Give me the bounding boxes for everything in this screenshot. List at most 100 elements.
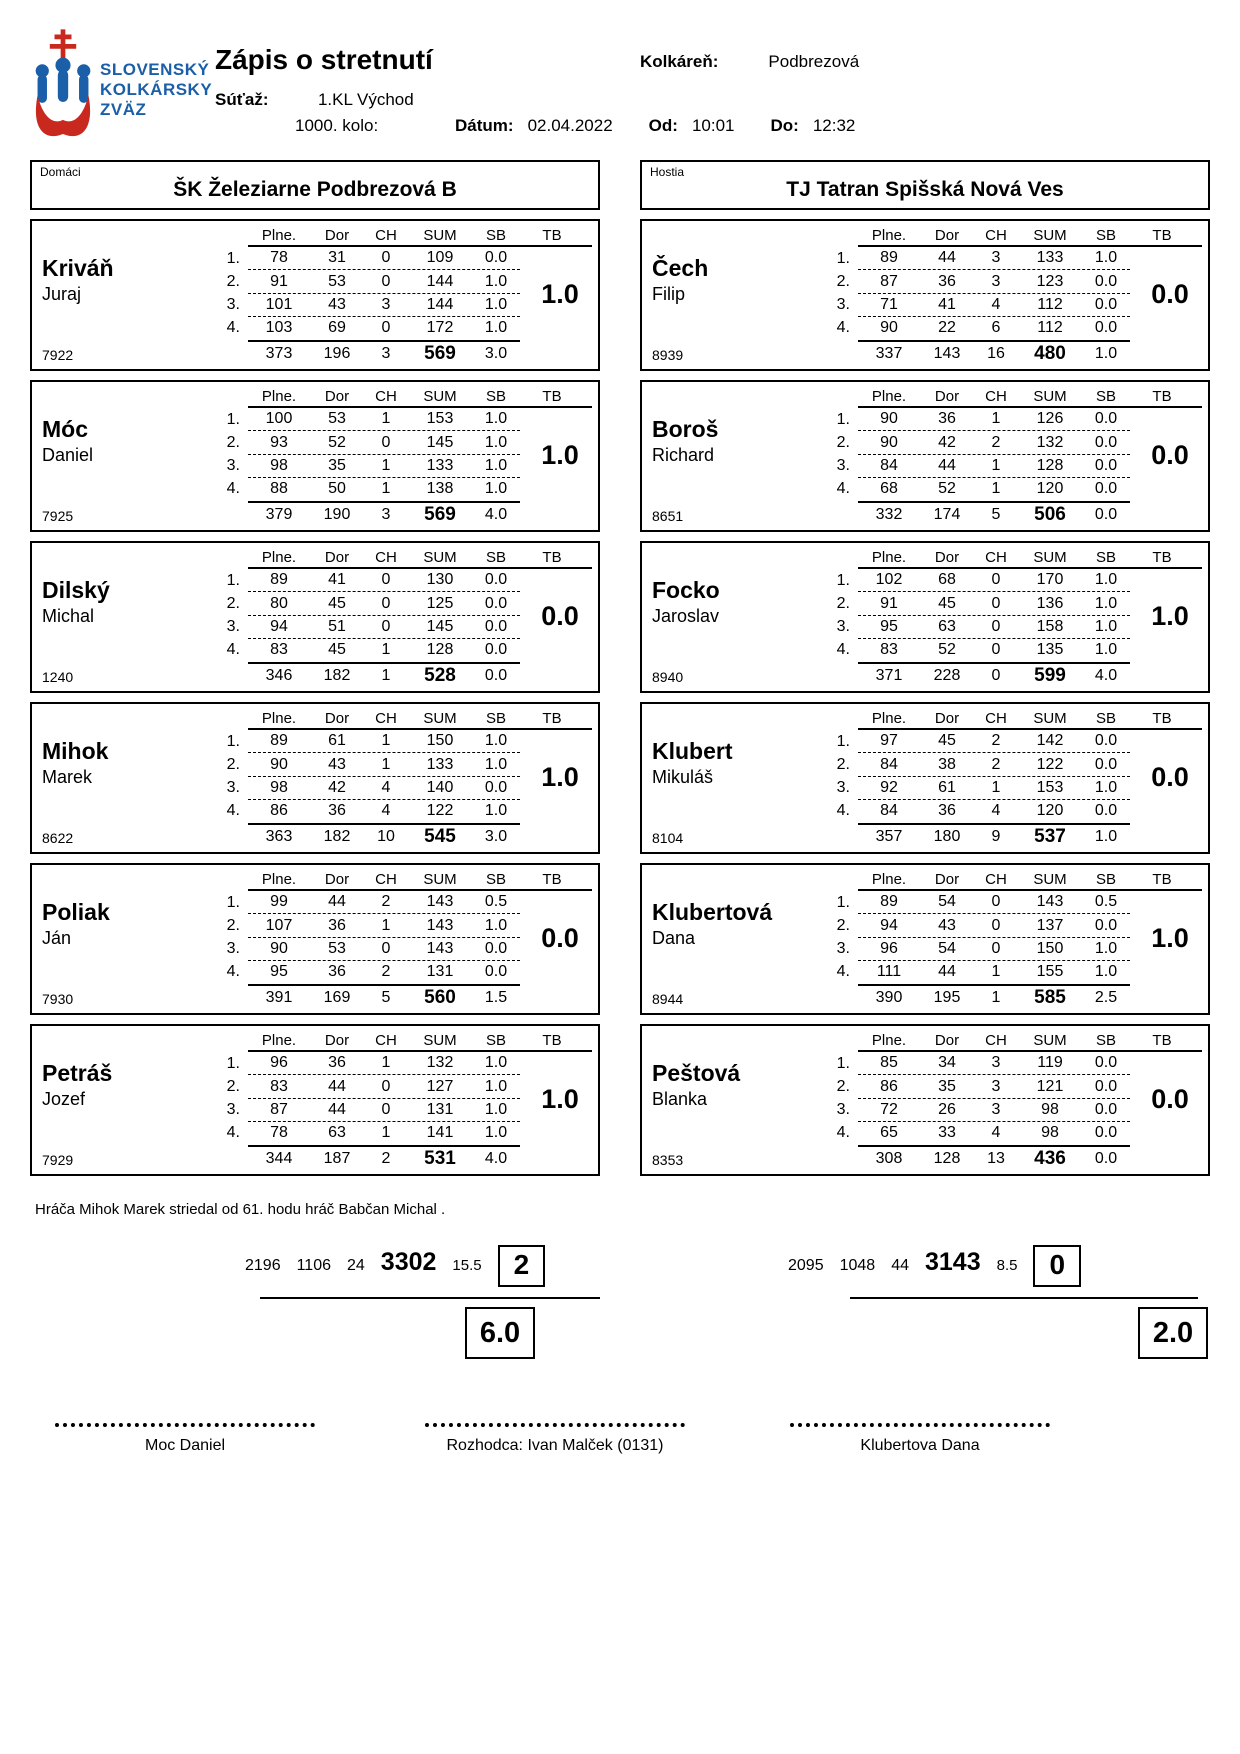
cell-ch: 3 (991, 249, 1001, 267)
score-header-row: Plne. Dor CH SUM SB TB (210, 387, 592, 409)
col-header-ch: CH (985, 871, 1007, 889)
player-firstname: Dana (652, 928, 696, 948)
total-dor: 190 (323, 505, 351, 523)
score-row-4: 4. 86 36 4 122 1.0 (210, 800, 592, 823)
player-reg-number: 7929 (42, 1152, 74, 1168)
cell-ch: 0 (381, 617, 391, 635)
cell-plne: 84 (880, 802, 898, 820)
cell-sum: 150 (1036, 939, 1064, 957)
score-total-row: 379 190 3 569 4.0 (210, 501, 592, 526)
score-row-4: 4. 83 45 1 128 0.0 (210, 639, 592, 662)
cell-sum: 121 (1036, 1077, 1064, 1095)
lane-number: 4. (836, 1124, 850, 1142)
lane-number: 3. (226, 1101, 240, 1119)
total-sb: 0.0 (484, 666, 508, 684)
cell-sum: 132 (1036, 433, 1064, 451)
cell-dor: 41 (328, 571, 346, 589)
col-header-dor: Dor (324, 710, 350, 728)
cell-plne: 96 (880, 939, 898, 957)
cell-dor: 33 (938, 1124, 956, 1142)
cell-sb: 0.0 (484, 641, 508, 659)
cell-plne: 95 (880, 617, 898, 635)
player-score-table: Plne. Dor CH SUM SB TB 1. 90 36 1 (820, 386, 1202, 526)
col-header-dor: Dor (934, 227, 960, 245)
score-total-row: 371 228 0 599 4.0 (820, 662, 1202, 687)
total-ch: 10 (377, 827, 395, 845)
away-captain-signature-label: Klubertova Dana (860, 1437, 980, 1454)
cell-plne: 91 (270, 272, 288, 290)
col-header-tb: TB (1152, 871, 1172, 889)
cell-dor: 61 (328, 732, 346, 750)
score-row-2: 2. 90 42 2 132 0.0 (820, 431, 1202, 455)
cell-sum: 126 (1036, 410, 1064, 428)
player-identity: Poliak Ján 7930 (42, 869, 210, 1009)
cell-plne: 88 (270, 480, 288, 498)
cell-sum: 98 (1041, 1100, 1059, 1118)
cell-ch: 2 (381, 893, 391, 911)
score-header-group: Plne. Dor CH SUM SB TB (248, 870, 592, 892)
player-surname: Klubert (652, 738, 733, 764)
total-sum: 531 (424, 1147, 456, 1169)
cell-sum: 143 (426, 939, 454, 957)
total-sum: 528 (424, 664, 456, 686)
lane-number: 3. (836, 457, 850, 475)
player-firstname: Ján (42, 928, 72, 948)
col-header-ch: CH (375, 227, 397, 245)
player-score-table: Plne. Dor CH SUM SB TB 1. 99 44 2 (210, 869, 592, 1009)
cell-dor: 52 (328, 433, 346, 451)
score-row-4: 4. 65 33 4 98 0.0 (820, 1122, 1202, 1145)
cell-dor: 45 (938, 594, 956, 612)
cell-plne: 102 (875, 571, 903, 589)
cell-plne: 96 (270, 1054, 288, 1072)
venue-label: Kolkáreň: (640, 52, 719, 71)
cell-sum: 128 (426, 641, 454, 659)
col-header-plne: Plne. (261, 227, 297, 245)
score-row-2: 2. 90 43 1 133 1.0 (210, 753, 592, 777)
score-header-row: Plne. Dor CH SUM SB TB (210, 709, 592, 731)
score-row-3: 3. 94 51 0 145 0.0 (210, 616, 592, 639)
cell-ch: 4 (991, 295, 1001, 313)
cell-sb: 0.0 (1094, 1124, 1118, 1142)
total-plne: 371 (875, 666, 903, 684)
date-row: Dátum: 02.04.2022 Od: 10:01 Do: 12:32 (455, 116, 855, 136)
cell-dor: 36 (328, 916, 346, 934)
cell-ch: 4 (381, 778, 391, 796)
cell-sum: 170 (1036, 571, 1064, 589)
lane-number: 1. (836, 249, 850, 267)
col-header-plne: Plne. (261, 388, 297, 406)
away-captain-signature-line (790, 1423, 1050, 1427)
score-row-4: 4. 103 69 0 172 1.0 (210, 317, 592, 340)
column-away: Hostia TJ Tatran Spišská Nová Ves Čech F… (640, 160, 1210, 1185)
home-match-totals: 2196 1106 24 3302 15.5 2 (245, 1241, 546, 1287)
cell-sum: 158 (1036, 617, 1064, 635)
cell-ch: 1 (991, 480, 1001, 498)
total-dor: 182 (323, 827, 351, 845)
away-totals-underline (850, 1297, 1198, 1299)
cell-dor: 42 (938, 433, 956, 451)
cell-dor: 36 (328, 1054, 346, 1072)
col-header-dor: Dor (934, 549, 960, 567)
cell-dor: 44 (328, 1077, 346, 1095)
col-header-tb: TB (1152, 710, 1172, 728)
cell-dor: 44 (328, 1100, 346, 1118)
cell-plne: 94 (880, 916, 898, 934)
col-header-ch: CH (985, 710, 1007, 728)
cell-plne: 78 (270, 1124, 288, 1142)
logo-line-3: ZVÄZ (100, 100, 147, 119)
cell-sb: 1.0 (484, 916, 508, 934)
away-total-dor: 1048 (839, 1257, 876, 1274)
cell-sum: 133 (1036, 249, 1064, 267)
cell-plne: 103 (265, 319, 293, 337)
cell-sb: 1.0 (484, 319, 508, 337)
patriarchal-cross-icon (49, 29, 77, 62)
cell-dor: 34 (938, 1054, 956, 1072)
score-header-row: Plne. Dor CH SUM SB TB (210, 226, 592, 248)
col-header-plne: Plne. (871, 388, 907, 406)
player-identity: Focko Jaroslav 8940 (652, 547, 820, 687)
score-header-group: Plne. Dor CH SUM SB TB (248, 548, 592, 570)
cell-ch: 1 (991, 778, 1001, 796)
cell-sb: 1.0 (1094, 571, 1118, 589)
col-header-dor: Dor (934, 871, 960, 889)
lane-number: 4. (226, 1124, 240, 1142)
cell-sum: 142 (1036, 732, 1064, 750)
